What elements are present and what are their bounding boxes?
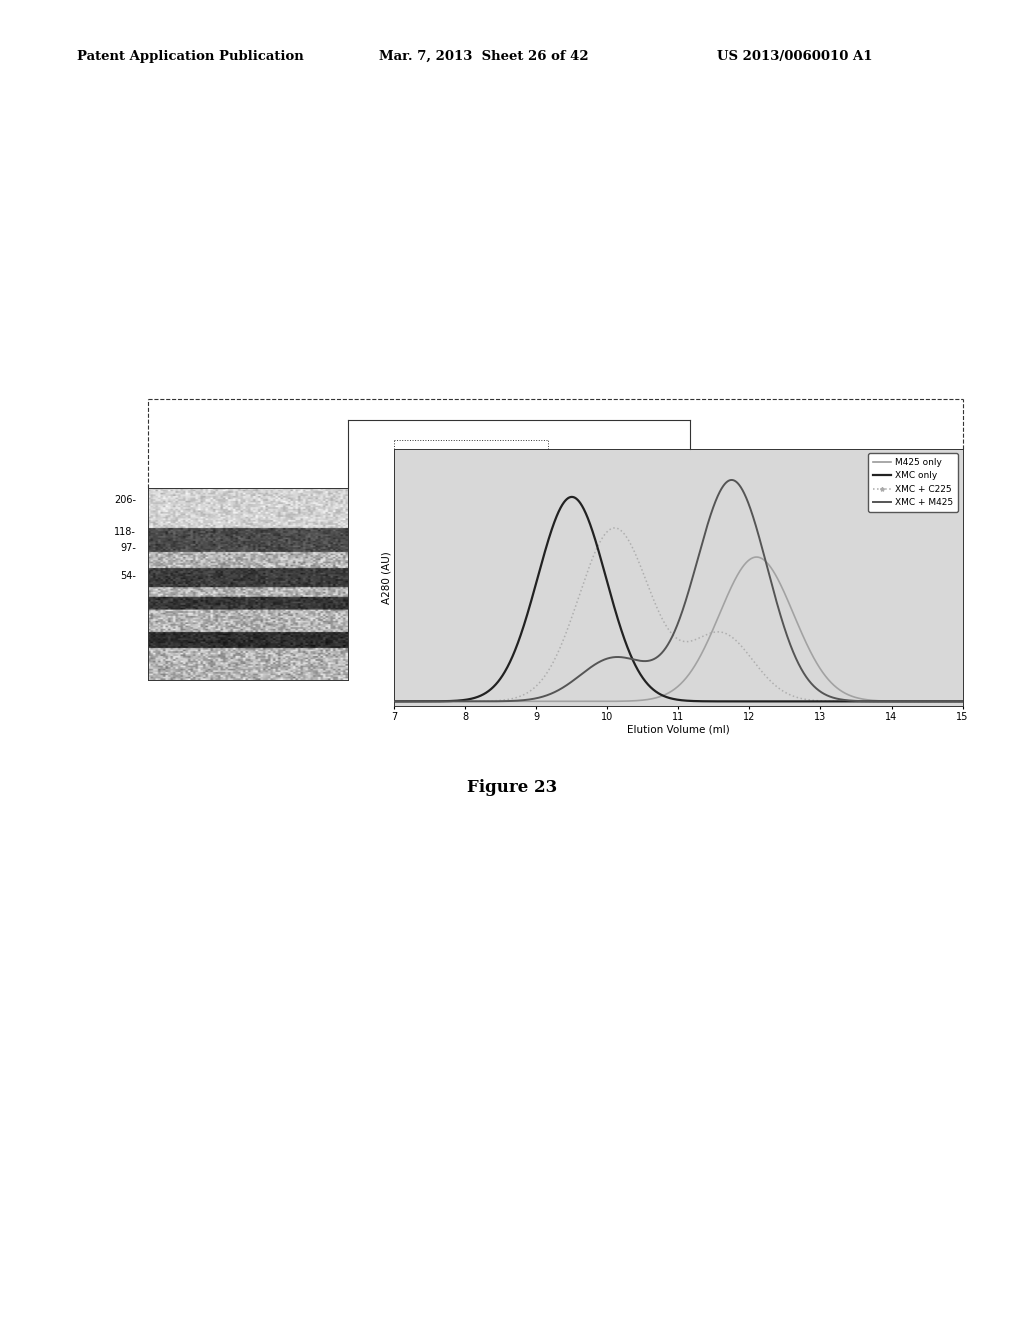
Text: 206-: 206- xyxy=(115,495,136,506)
X-axis label: Elution Volume (ml): Elution Volume (ml) xyxy=(627,725,730,734)
Legend: M425 only, XMC only, XMC + C225, XMC + M425: M425 only, XMC only, XMC + C225, XMC + M… xyxy=(868,453,958,512)
Text: 54-: 54- xyxy=(120,570,136,581)
Text: 97-: 97- xyxy=(120,543,136,553)
Text: Patent Application Publication: Patent Application Publication xyxy=(77,50,303,63)
Y-axis label: A280 (AU): A280 (AU) xyxy=(382,552,391,603)
Text: US 2013/0060010 A1: US 2013/0060010 A1 xyxy=(717,50,872,63)
Text: Figure 23: Figure 23 xyxy=(467,779,557,796)
Text: Mar. 7, 2013  Sheet 26 of 42: Mar. 7, 2013 Sheet 26 of 42 xyxy=(379,50,589,63)
Text: 118-: 118- xyxy=(115,527,136,537)
